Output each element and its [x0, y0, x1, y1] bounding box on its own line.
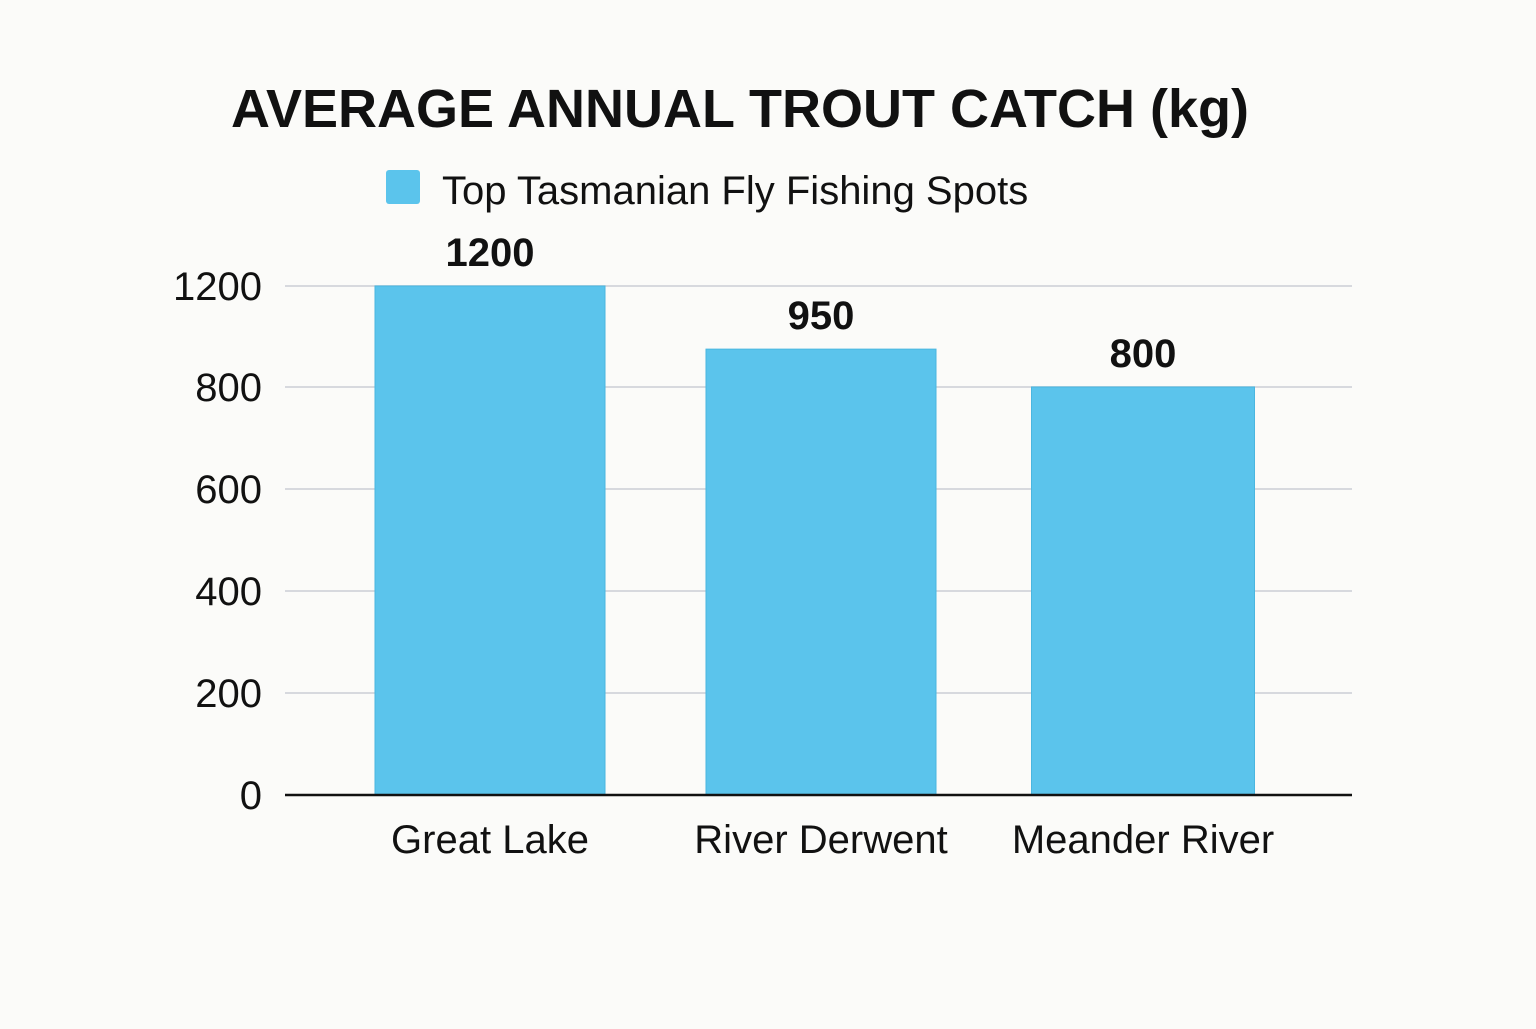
legend-label: Top Tasmanian Fly Fishing Spots [442, 169, 1028, 213]
y-tick-label: 800 [195, 366, 262, 410]
data-label: 800 [1110, 332, 1177, 376]
y-tick-label: 0 [240, 774, 262, 818]
bars [374, 285, 1255, 796]
x-tick-label: Meander River [1012, 818, 1274, 862]
y-tick-label: 1200 [173, 265, 262, 309]
x-tick-label: River Derwent [694, 818, 947, 862]
y-tick-label: 200 [195, 672, 262, 716]
data-label: 950 [788, 294, 855, 338]
data-label: 1200 [446, 231, 535, 275]
x-tick-label: Great Lake [391, 818, 589, 862]
y-tick-label: 400 [195, 570, 262, 614]
legend: Top Tasmanian Fly Fishing Spots [386, 169, 1028, 213]
legend-swatch [386, 170, 420, 204]
bar [705, 348, 937, 796]
chart-title: AVERAGE ANNUAL TROUT CATCH (kg) [231, 79, 1249, 139]
y-tick-label: 600 [195, 468, 262, 512]
x-axis-tick-labels: Great Lake River Derwent Meander River [391, 818, 1274, 862]
bar [374, 285, 606, 796]
bar [1031, 386, 1255, 796]
y-axis-tick-labels: 0 200 400 600 800 1200 [173, 265, 262, 818]
data-labels: 1200 950 800 [446, 231, 1177, 376]
